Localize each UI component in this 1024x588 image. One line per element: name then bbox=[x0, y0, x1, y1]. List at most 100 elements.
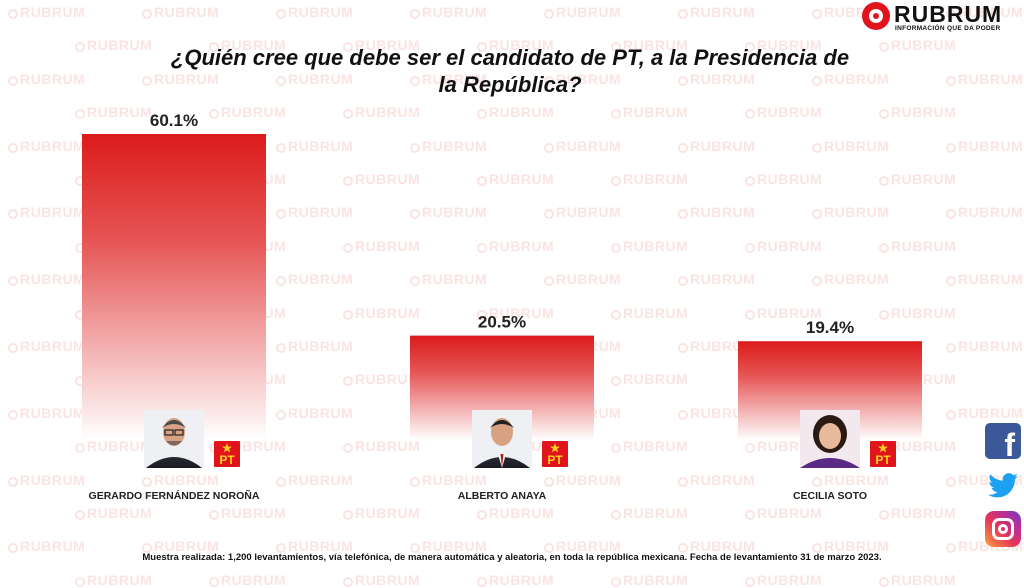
watermark-logo: RUBRUM bbox=[142, 472, 219, 488]
watermark-logo: RUBRUM bbox=[678, 204, 755, 220]
watermark-logo: RUBRUM bbox=[410, 271, 487, 287]
watermark-logo: RUBRUM bbox=[678, 538, 755, 554]
watermark-logo: RUBRUM bbox=[276, 472, 353, 488]
watermark-logo: RUBRUM bbox=[410, 472, 487, 488]
twitter-icon[interactable] bbox=[985, 467, 1021, 503]
watermark-logo: RUBRUM bbox=[678, 4, 755, 20]
watermark-logo: RUBRUM bbox=[75, 572, 152, 588]
watermark-logo: RUBRUM bbox=[544, 71, 621, 87]
candidate-photo-1 bbox=[144, 410, 204, 468]
brand-logo: RUBRUM INFORMACIÓN QUE DA PODER bbox=[862, 2, 1014, 34]
bar-1 bbox=[82, 134, 266, 440]
party-badge-text: PT bbox=[219, 453, 235, 467]
watermark-logo: RUBRUM bbox=[678, 71, 755, 87]
watermark-logo: RUBRUM bbox=[477, 572, 554, 588]
watermark-logo: RUBRUM bbox=[611, 171, 688, 187]
watermark-logo: RUBRUM bbox=[946, 271, 1023, 287]
watermark-logo: RUBRUM bbox=[544, 472, 621, 488]
watermark-logo: RUBRUM bbox=[410, 138, 487, 154]
watermark-logo: RUBRUM bbox=[611, 104, 688, 120]
watermark-logo: RUBRUM bbox=[946, 4, 1023, 20]
watermark-logo: RUBRUM bbox=[276, 338, 353, 354]
watermark-logo: RUBRUM bbox=[812, 204, 889, 220]
watermark-logo: RUBRUM bbox=[611, 572, 688, 588]
watermark-logo: RUBRUM bbox=[343, 238, 420, 254]
watermark-logo: RUBRUM bbox=[544, 138, 621, 154]
pt-party-logo-2: PT bbox=[542, 441, 568, 467]
watermark-logo: RUBRUM bbox=[745, 171, 822, 187]
watermark-logo: RUBRUM bbox=[611, 505, 688, 521]
brand-logo-mark-icon bbox=[862, 2, 890, 30]
party-badge-text: PT bbox=[547, 453, 563, 467]
star-icon bbox=[550, 443, 560, 453]
watermark-logo: RUBRUM bbox=[946, 204, 1023, 220]
watermark-logo: RUBRUM bbox=[477, 305, 554, 321]
watermark-logo: RUBRUM bbox=[410, 4, 487, 20]
footnote: Muestra realizada: 1,200 levantamientos,… bbox=[142, 552, 882, 563]
watermark-logo: RUBRUM bbox=[544, 271, 621, 287]
watermark-logo: RUBRUM bbox=[8, 204, 85, 220]
pt-party-logo-3: PT bbox=[870, 441, 896, 467]
watermark-logo: RUBRUM bbox=[611, 37, 688, 53]
watermark-logo: RUBRUM bbox=[879, 37, 956, 53]
watermark-logo: RUBRUM bbox=[745, 104, 822, 120]
watermark-logo: RUBRUM bbox=[879, 238, 956, 254]
watermark-logo: RUBRUM bbox=[276, 405, 353, 421]
watermark-logo: RUBRUM bbox=[410, 538, 487, 554]
watermark-logo: RUBRUM bbox=[678, 138, 755, 154]
watermark-logo: RUBRUM bbox=[544, 4, 621, 20]
watermark-logo: RUBRUM bbox=[209, 37, 286, 53]
watermark-logo: RUBRUM bbox=[812, 138, 889, 154]
watermark-logo: RUBRUM bbox=[75, 104, 152, 120]
watermark-logo: RUBRUM bbox=[276, 4, 353, 20]
watermark-logo: RUBRUM bbox=[946, 138, 1023, 154]
watermark-logo: RUBRUM bbox=[611, 438, 688, 454]
watermark-logo: RUBRUM bbox=[343, 572, 420, 588]
watermark-logo: RUBRUM bbox=[544, 538, 621, 554]
watermark-logo: RUBRUM bbox=[745, 37, 822, 53]
facebook-icon[interactable]: f bbox=[985, 423, 1021, 461]
watermark-logo: RUBRUM bbox=[8, 71, 85, 87]
watermark-logo: RUBRUM bbox=[812, 271, 889, 287]
watermark-logo: RUBRUM bbox=[8, 271, 85, 287]
value-label-2: 20.5% bbox=[478, 313, 526, 332]
watermark-logo: RUBRUM bbox=[276, 204, 353, 220]
watermark-logo: RUBRUM bbox=[8, 138, 85, 154]
watermark-logo: RUBRUM bbox=[343, 171, 420, 187]
watermark-logo: RUBRUM bbox=[611, 238, 688, 254]
party-badge-text: PT bbox=[875, 453, 891, 467]
watermark-logo: RUBRUM bbox=[879, 572, 956, 588]
watermark-logo: RUBRUM bbox=[879, 171, 956, 187]
watermark-logo: RUBRUM bbox=[75, 438, 152, 454]
candidate-photo-3 bbox=[800, 410, 860, 468]
watermark-logo: RUBRUM bbox=[209, 104, 286, 120]
watermark-logo: RUBRUM bbox=[343, 438, 420, 454]
value-label-3: 19.4% bbox=[806, 318, 854, 337]
category-label-3: CECILIA SOTO bbox=[793, 490, 867, 502]
watermark-logo: RUBRUM bbox=[946, 405, 1023, 421]
watermark-logo: RUBRUM bbox=[477, 238, 554, 254]
instagram-icon[interactable] bbox=[985, 511, 1021, 547]
watermark-logo: RUBRUM bbox=[611, 305, 688, 321]
watermark-logo: RUBRUM bbox=[745, 572, 822, 588]
watermark-logo: RUBRUM bbox=[8, 338, 85, 354]
watermark-logo: RUBRUM bbox=[879, 305, 956, 321]
brand-tagline: INFORMACIÓN QUE DA PODER bbox=[895, 25, 1001, 32]
category-label-1: GERARDO FERNÁNDEZ NOROÑA bbox=[89, 489, 260, 502]
watermark-logo: RUBRUM bbox=[209, 505, 286, 521]
watermark-logo: RUBRUM bbox=[745, 238, 822, 254]
watermark-logo: RUBRUM bbox=[209, 572, 286, 588]
watermark-logo: RUBRUM bbox=[745, 505, 822, 521]
bar-chart: 60.1% 20.5% 19.4% PT PT PT GERARDO FERNÁNDEZ… bbox=[82, 111, 922, 502]
watermark-logo: RUBRUM bbox=[8, 538, 85, 554]
watermark-logo: RUBRUM bbox=[8, 4, 85, 20]
star-icon bbox=[878, 443, 888, 453]
watermark-logo: RUBRUM bbox=[410, 204, 487, 220]
watermark-logo: RUBRUM bbox=[343, 505, 420, 521]
watermark-logo: RUBRUM bbox=[812, 472, 889, 488]
watermark-logo: RUBRUM bbox=[544, 204, 621, 220]
watermark-logo: RUBRUM bbox=[142, 4, 219, 20]
watermark-logo: RUBRUM bbox=[477, 104, 554, 120]
watermark-logo: RUBRUM bbox=[276, 271, 353, 287]
watermark-logo: RUBRUM bbox=[142, 538, 219, 554]
